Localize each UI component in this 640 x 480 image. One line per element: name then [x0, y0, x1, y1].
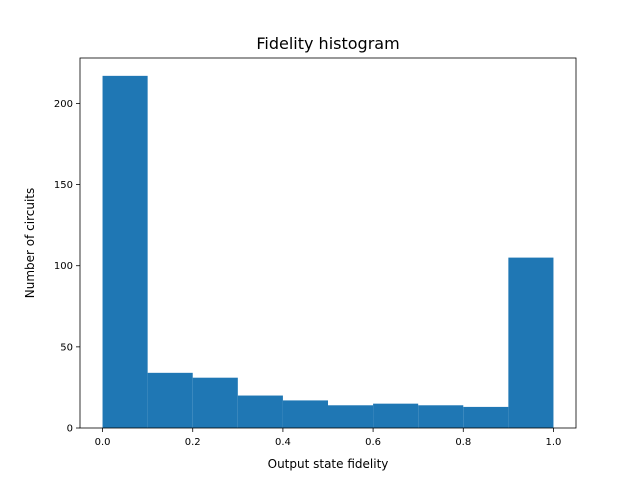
histogram-bar-0 — [102, 75, 148, 428]
y-tick-label-2: 100 — [54, 261, 73, 272]
histogram-bar-9 — [508, 257, 554, 428]
histogram-bar-6 — [373, 403, 419, 428]
x-axis-label: Output state fidelity — [268, 457, 389, 471]
histogram-bar-5 — [328, 405, 374, 428]
x-tick-label-4: 0.8 — [455, 437, 471, 448]
x-tick-label-1: 0.2 — [185, 437, 201, 448]
y-tick-label-3: 150 — [54, 180, 73, 191]
x-axis-ticks: 0.0 0.2 0.4 0.6 0.8 1.0 — [95, 428, 562, 448]
histogram-bar-3 — [237, 395, 283, 428]
plot-frame — [79, 57, 577, 429]
x-tick-label-3: 0.6 — [365, 437, 381, 448]
y-axis-label: Number of circuits — [23, 188, 37, 299]
histogram-bar-7 — [418, 405, 464, 428]
y-tick-label-0: 0 — [67, 424, 73, 435]
histogram-bar-8 — [463, 406, 509, 428]
y-axis-ticks: 0 50 100 150 200 — [54, 99, 80, 435]
histogram-bar-4 — [282, 400, 328, 428]
chart-title: Fidelity histogram — [256, 34, 399, 53]
x-tick-label-5: 1.0 — [546, 437, 562, 448]
y-tick-label-1: 50 — [60, 342, 73, 353]
x-tick-label-0: 0.0 — [95, 437, 111, 448]
x-tick-label-2: 0.4 — [275, 437, 291, 448]
bars-group — [102, 75, 554, 428]
histogram-bar-1 — [147, 372, 193, 428]
histogram-bar-2 — [192, 377, 238, 428]
y-tick-label-4: 200 — [54, 99, 73, 110]
